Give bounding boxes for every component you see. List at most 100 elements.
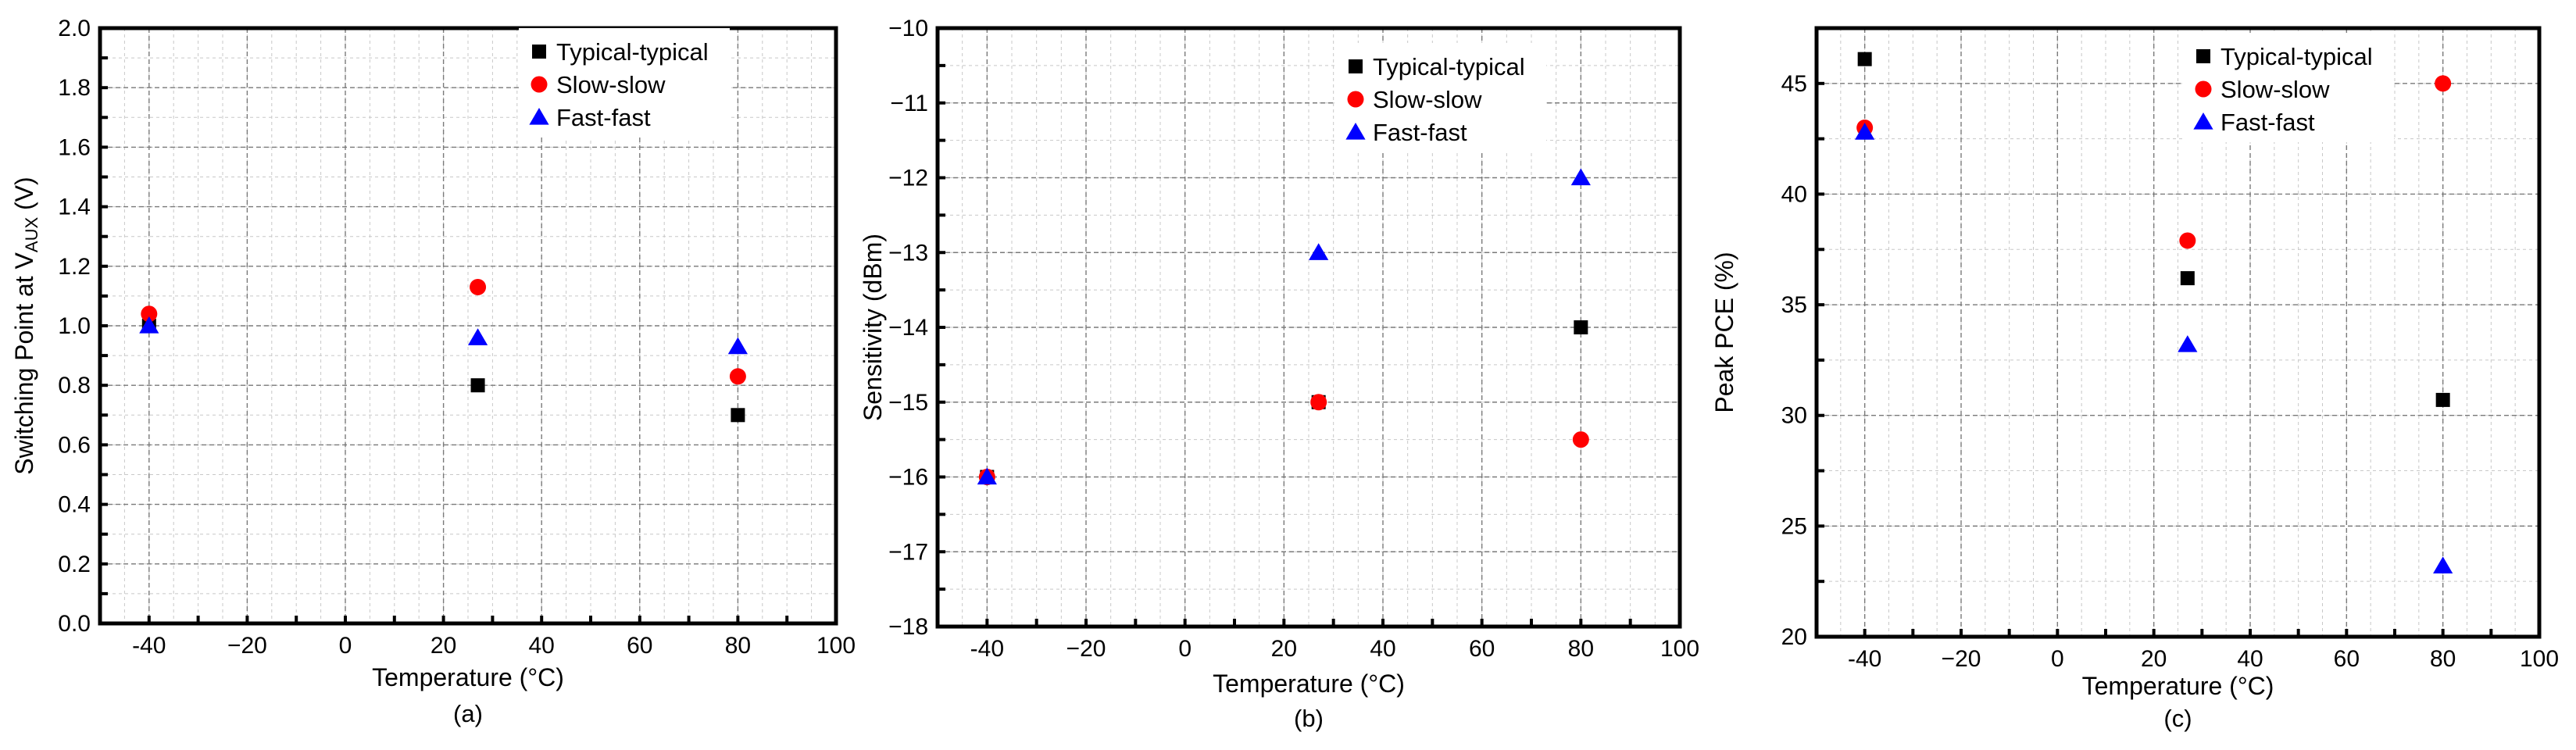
- legend-background: [1335, 43, 1546, 152]
- point-slow-slow-0: [141, 305, 158, 323]
- y-tick-label: −14: [888, 315, 928, 341]
- grid: [1816, 27, 2540, 638]
- y-tick-label: 25: [1781, 513, 1807, 539]
- legend-label: Slow-slow: [556, 71, 666, 98]
- point-slow-slow-1: [2179, 232, 2196, 249]
- x-tick-label: −20: [1942, 646, 1981, 672]
- y-tick-label: 20: [1781, 624, 1807, 650]
- y-tick-label: −11: [890, 91, 928, 116]
- x-tick-label: 0: [2051, 646, 2064, 672]
- legend-background: [519, 28, 730, 138]
- x-tick-label: 20: [431, 633, 456, 659]
- y-tick-label: 30: [1781, 403, 1807, 429]
- panel-label: (a): [453, 700, 483, 727]
- y-tick-label: 0.6: [58, 432, 91, 458]
- y-tick-label: −12: [888, 166, 928, 191]
- x-tick-label: −20: [1066, 636, 1106, 662]
- x-tick-label: 20: [1271, 636, 1297, 662]
- y-tick-label: 0.8: [58, 373, 91, 398]
- panel-label: (c): [2163, 705, 2192, 732]
- legend: Typical-typical Slow-slow Fast-fast: [2183, 33, 2394, 142]
- data-points: [977, 168, 1591, 485]
- point-typical-typical-2: [1574, 320, 1588, 334]
- legend-label: Typical-typical: [1373, 53, 1525, 80]
- x-tick-label: 0: [1178, 636, 1192, 662]
- point-typical-typical-2: [2435, 392, 2450, 407]
- y-tick-label: −18: [888, 614, 928, 640]
- chart-panel-3: -40 −20 0 20 40 60 80 100 20 25 30 35 40 45 Temperatur…: [1710, 26, 2559, 732]
- legend-background: [2183, 33, 2394, 142]
- x-tick-label: 80: [2430, 646, 2456, 672]
- point-fast-fast-0: [1855, 123, 1875, 140]
- chart-panel-1: -40 −20 0 20 40 60 80 100 0.0 0.2 0.4 0.6 0.8 1.0 1.2 1…: [10, 16, 856, 727]
- legend-label: Fast-fast: [556, 104, 651, 131]
- legend-label: Fast-fast: [2221, 109, 2315, 136]
- x-tick-label: 20: [2141, 646, 2167, 672]
- point-typical-typical-1: [470, 378, 485, 393]
- plot-frame: [1814, 26, 2542, 639]
- point-fast-fast-1: [467, 328, 488, 345]
- legend-marker-circle: [2195, 80, 2212, 98]
- grid: [937, 27, 1681, 627]
- y-tick-label: −15: [888, 390, 928, 416]
- data-points: [139, 278, 748, 423]
- point-slow-slow-2: [1572, 431, 1589, 448]
- x-tick-label: 40: [2237, 646, 2263, 672]
- legend-marker-circle: [531, 76, 548, 93]
- legend-label: Fast-fast: [1373, 119, 1467, 146]
- legend-marker-square: [1349, 59, 1363, 73]
- chart-panel-2: -40 −20 0 20 40 60 80 100 −18 −17 −16 −15 −14 −13 −12 −…: [859, 16, 1699, 732]
- y-tick-label: 0.0: [58, 611, 91, 637]
- x-tick-label: 60: [1469, 636, 1495, 662]
- legend-marker-triangle: [1345, 123, 1366, 140]
- x-tick-label: -40: [970, 636, 1004, 662]
- y-tick-label: −16: [888, 465, 928, 491]
- legend-label: Slow-slow: [1373, 86, 1482, 113]
- x-tick-label: -40: [1848, 646, 1881, 672]
- y-tick-label: 0.2: [58, 552, 91, 577]
- point-typical-typical-1: [2180, 271, 2195, 286]
- y-tick-label: 45: [1781, 71, 1807, 97]
- y-tick-label: 0.4: [58, 492, 91, 518]
- point-fast-fast-0: [139, 316, 159, 334]
- x-tick-label: 60: [2334, 646, 2360, 672]
- legend-label: Typical-typical: [2221, 43, 2373, 70]
- x-tick-label: 60: [627, 633, 652, 659]
- legend-marker-circle: [1347, 91, 1364, 108]
- legend-marker-square: [2196, 49, 2210, 63]
- legend-marker-square: [532, 45, 546, 59]
- x-tick-label: 80: [725, 633, 751, 659]
- y-tick-label: 35: [1781, 292, 1807, 318]
- legend: Typical-typical Slow-slow Fast-fast: [1335, 43, 1546, 152]
- y-tick-label: −13: [888, 240, 928, 266]
- point-fast-fast-1: [2178, 335, 2198, 352]
- y-tick-label: 1.2: [58, 254, 91, 280]
- y-tick-label: 40: [1781, 181, 1807, 207]
- point-fast-fast-2: [727, 337, 748, 355]
- legend-marker-triangle: [2193, 112, 2213, 130]
- y-tick-label: 1.0: [58, 313, 91, 339]
- x-tick-label: 40: [1370, 636, 1395, 662]
- y-axis-title: Peak PCE (%): [1710, 252, 1738, 412]
- legend-label: Slow-slow: [2221, 76, 2330, 103]
- x-tick-label: 40: [529, 633, 555, 659]
- x-tick-label: 100: [1660, 636, 1699, 662]
- panel-label: (b): [1294, 705, 1324, 732]
- x-tick-label: −20: [227, 633, 267, 659]
- x-tick-label: -40: [132, 633, 166, 659]
- point-slow-slow-2: [2435, 75, 2452, 92]
- y-axis-title: Switching Point at VAUX (V): [10, 177, 41, 474]
- point-fast-fast-0: [977, 467, 997, 485]
- x-tick-label: 100: [2520, 646, 2559, 672]
- point-slow-slow-1: [470, 278, 487, 295]
- x-tick-label: 80: [1568, 636, 1594, 662]
- x-tick-label: 0: [339, 633, 352, 659]
- y-tick-label: 1.4: [58, 195, 91, 220]
- x-tick-label: 100: [816, 633, 856, 659]
- x-axis-title: Temperature (°C): [372, 663, 564, 691]
- legend-marker-triangle: [529, 108, 549, 125]
- point-fast-fast-2: [2433, 556, 2453, 573]
- point-slow-slow-2: [729, 368, 746, 385]
- legend-label: Typical-typical: [556, 38, 709, 66]
